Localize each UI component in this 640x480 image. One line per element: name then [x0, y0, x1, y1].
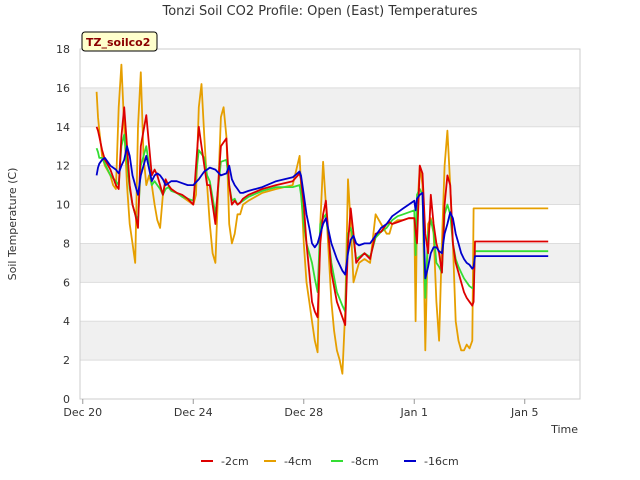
y-tick-label: 10: [56, 199, 70, 212]
plot-band: [80, 87, 580, 127]
x-tick-label: Dec 28: [284, 406, 323, 419]
series-line-2cm: [95, 106, 549, 327]
legend-label: -4cm: [284, 455, 312, 468]
y-tick-label: 4: [63, 315, 70, 328]
x-axis-ticks: Dec 20 Dec 24 Dec 28 Jan 1 Jan 5: [63, 399, 538, 419]
plot-band: [80, 360, 580, 399]
x-tick-label: Dec 20: [63, 406, 102, 419]
plot-frame: [79, 48, 581, 400]
series-lines: [95, 63, 549, 375]
series-line-4cm: [95, 63, 549, 375]
x-tick-label: Dec 24: [174, 406, 213, 419]
y-tick-label: 2: [63, 354, 70, 367]
legend-label: -2cm: [221, 455, 249, 468]
source-badge-label: TZ_soilco2: [86, 36, 150, 49]
y-axis-ticks: 0 2 4 6 8 10 12 14 16 18: [56, 43, 70, 406]
plot-band: [80, 49, 580, 88]
y-axis-label: Soil Temperature (C): [6, 168, 19, 281]
x-tick-label: Jan 1: [400, 406, 428, 419]
y-tick-label: 18: [56, 43, 70, 56]
y-tick-label: 12: [56, 160, 70, 173]
x-tick-label: Jan 5: [510, 406, 538, 419]
plot-band: [80, 321, 580, 361]
legend: -2cm -4cm -8cm -16cm: [201, 455, 459, 468]
y-tick-label: 16: [56, 82, 70, 95]
plot-area: [80, 49, 580, 399]
y-tick-label: 8: [63, 237, 70, 250]
y-tick-label: 14: [56, 121, 70, 134]
series-line-16cm: [95, 145, 549, 280]
source-badge: TZ_soilco2: [81, 31, 158, 52]
x-axis-label: Time: [550, 423, 578, 436]
legend-label: -8cm: [351, 455, 379, 468]
chart-title: Tonzi Soil CO2 Profile: Open (East) Temp…: [161, 4, 477, 19]
y-tick-label: 0: [63, 393, 70, 406]
y-tick-label: 6: [63, 276, 70, 289]
plot-band: [80, 126, 580, 166]
legend-label: -16cm: [424, 455, 459, 468]
